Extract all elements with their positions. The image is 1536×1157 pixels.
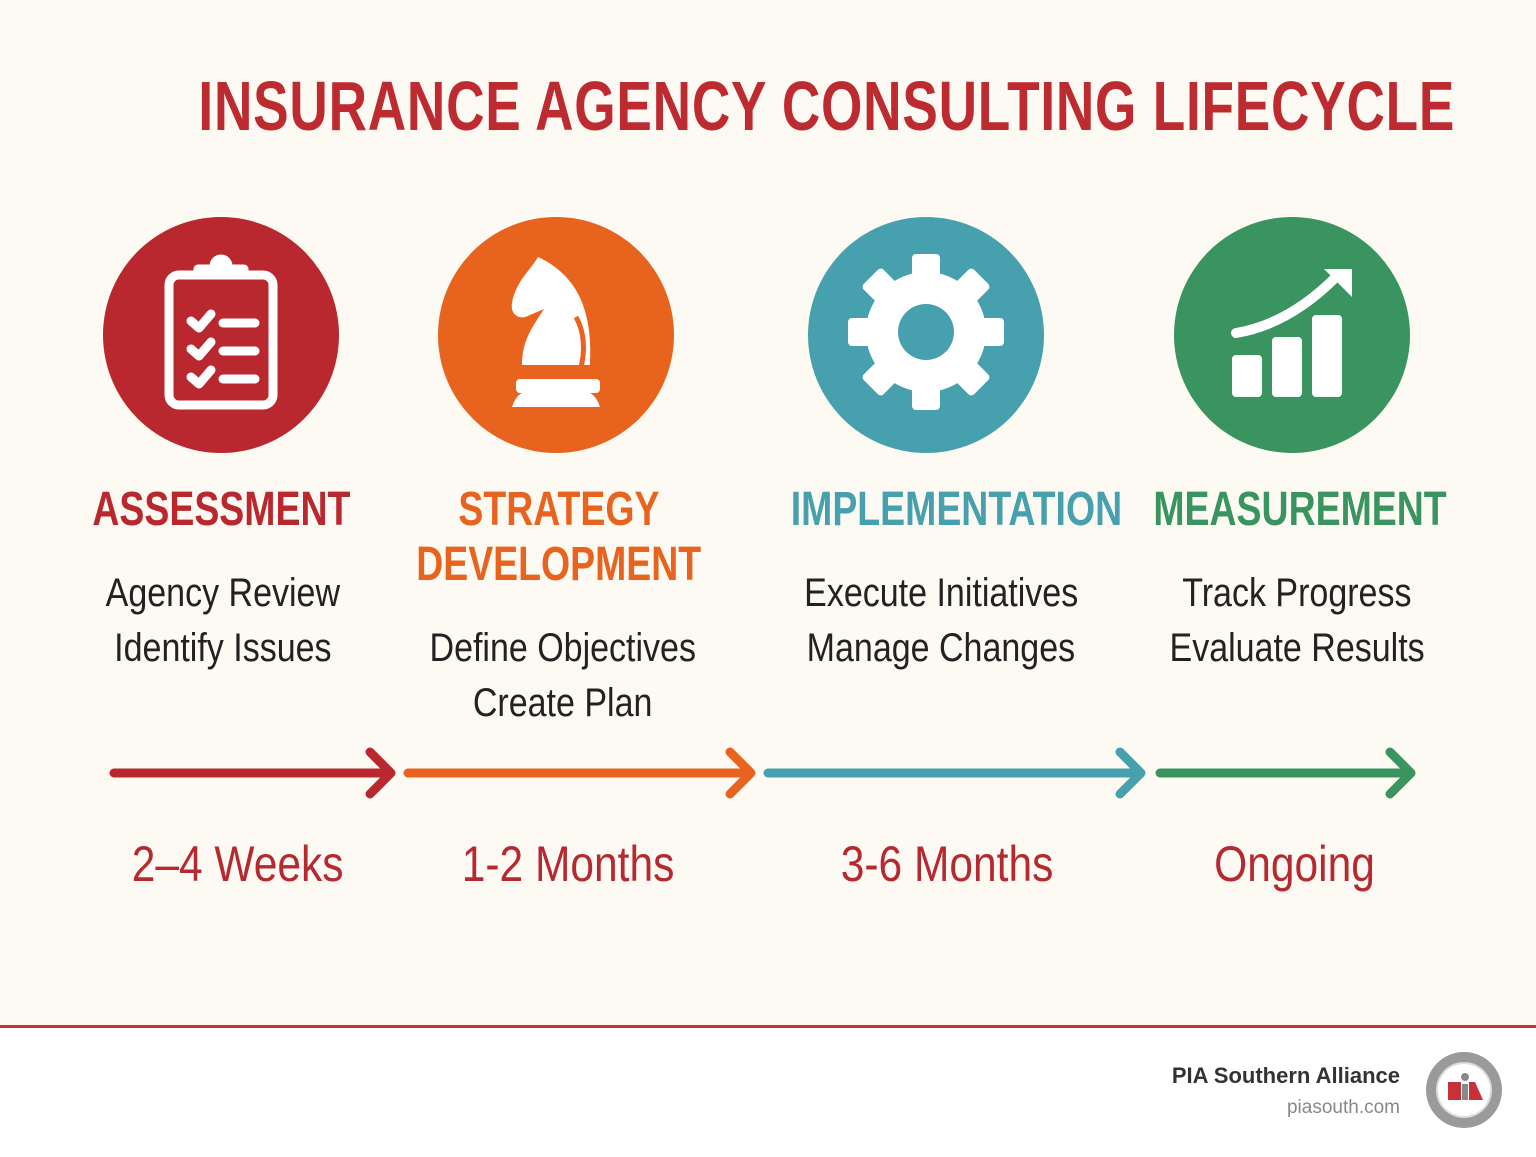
growth-chart-icon [1174,217,1410,453]
stage-items-strategy: Define Objectives Create Plan [429,626,697,725]
stage-items-measurement: Track Progress Evaluate Results [1169,571,1425,670]
stage-heading-strategy: STRATEGY DEVELOPMENT [416,483,702,591]
arrow-strategy [403,747,756,799]
clipboard-checklist-icon [103,217,339,453]
stage-heading-implementation: IMPLEMENTATION [790,483,1123,536]
duration-strategy: 1-2 Months [461,836,675,892]
chess-knight-icon [438,217,674,453]
duration-implementation: 3-6 Months [840,836,1054,892]
gear-icon [808,217,1044,453]
stage-items-implementation: Execute Initiatives Manage Changes [803,571,1079,670]
brand-url[interactable]: piasouth.com [1286,1097,1400,1118]
duration-measurement: Ongoing [1214,836,1376,892]
arrow-measurement [1155,747,1416,799]
pia-logo [1426,1052,1502,1128]
stage-heading-assessment: ASSESSMENT [92,483,350,536]
duration-assessment: 2–4 Weeks [132,836,344,892]
footer [0,1025,1536,1157]
brand-name: PIA Southern Alliance [1171,1063,1400,1088]
timeline-arrows [109,747,1416,799]
footer-brand: PIA Southern Alliance piasouth.com [1172,1063,1400,1119]
stage-heading-measurement: MEASUREMENT [1153,483,1447,536]
stage-items-assessment: Agency Review Identify Issues [105,571,341,670]
arrow-assessment [109,747,396,799]
arrow-implementation [763,747,1146,799]
page-title: INSURANCE AGENCY CONSULTING LIFECYCLE [198,67,1456,145]
